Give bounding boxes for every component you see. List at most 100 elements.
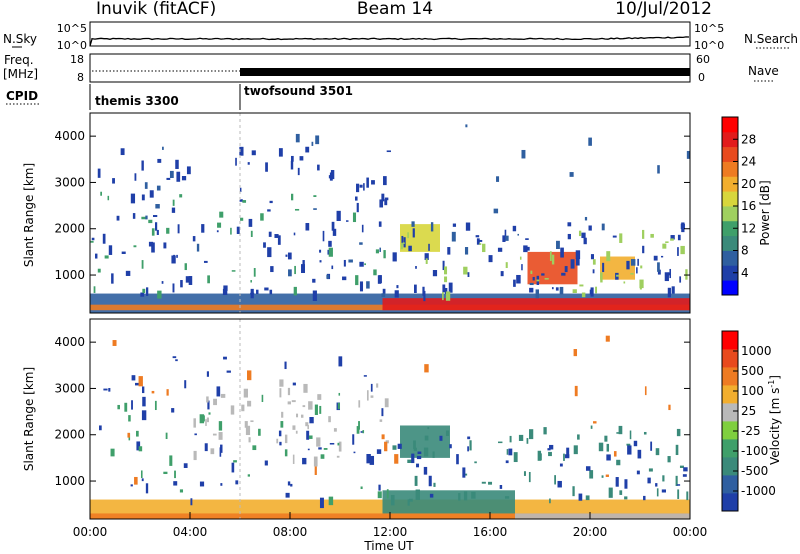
data-cell bbox=[258, 428, 261, 436]
data-cell bbox=[269, 200, 273, 204]
data-cell bbox=[348, 259, 353, 263]
data-cell bbox=[252, 445, 257, 451]
colorbar-tick-label: -25 bbox=[741, 424, 761, 438]
data-cell bbox=[386, 489, 389, 499]
data-cell bbox=[474, 461, 477, 464]
data-cell bbox=[251, 150, 256, 156]
data-cell bbox=[161, 281, 164, 284]
data-cell bbox=[557, 480, 562, 488]
data-cell bbox=[386, 150, 391, 153]
data-cell bbox=[337, 402, 340, 410]
data-cell bbox=[193, 450, 197, 461]
data-cell bbox=[416, 455, 422, 460]
data-cell bbox=[199, 481, 205, 487]
data-cell bbox=[593, 421, 597, 424]
data-cell bbox=[328, 416, 331, 423]
data-cell bbox=[355, 275, 359, 286]
data-cell bbox=[218, 432, 223, 440]
data-cell bbox=[612, 235, 617, 238]
data-cell bbox=[518, 434, 524, 441]
data-cell bbox=[585, 466, 591, 471]
data-cell bbox=[292, 454, 295, 464]
data-cell bbox=[525, 238, 529, 240]
data-cell bbox=[463, 473, 468, 476]
data-cell bbox=[407, 499, 410, 506]
data-cell bbox=[519, 256, 522, 260]
data-cell bbox=[145, 483, 149, 494]
noise-right-tick-bottom: 10^0 bbox=[694, 39, 724, 52]
data-cell bbox=[535, 289, 540, 299]
data-cell bbox=[479, 243, 482, 245]
colorbar-segment bbox=[722, 367, 738, 386]
data-cell bbox=[125, 270, 131, 276]
data-cell bbox=[662, 243, 667, 249]
data-cell bbox=[156, 229, 159, 235]
data-cell bbox=[312, 290, 317, 301]
data-cell bbox=[383, 176, 387, 186]
data-cell bbox=[276, 438, 279, 444]
colorbar-segment bbox=[722, 439, 738, 458]
data-cell bbox=[163, 242, 167, 249]
data-cell bbox=[606, 443, 610, 452]
data-cell bbox=[223, 285, 228, 291]
colorbar-segment bbox=[722, 117, 738, 133]
data-cell bbox=[203, 415, 205, 422]
data-cell bbox=[356, 426, 360, 434]
data-cell bbox=[290, 483, 293, 487]
colorbar-segment bbox=[722, 349, 738, 368]
data-cell bbox=[196, 243, 200, 252]
data-cell bbox=[584, 216, 588, 221]
data-cell bbox=[111, 273, 114, 284]
data-cell bbox=[338, 392, 341, 396]
data-cell bbox=[506, 449, 509, 455]
data-cell bbox=[643, 431, 647, 435]
data-cell bbox=[359, 242, 363, 245]
data-cell bbox=[517, 233, 519, 236]
data-cell bbox=[204, 443, 208, 452]
data-cell bbox=[619, 490, 623, 495]
data-cell bbox=[360, 431, 364, 433]
data-cell bbox=[630, 259, 636, 266]
colorbar-segment bbox=[722, 403, 738, 422]
data-cell bbox=[682, 474, 687, 477]
data-cell bbox=[305, 223, 310, 231]
data-cell bbox=[149, 190, 154, 198]
data-cell bbox=[432, 451, 435, 458]
data-cell bbox=[317, 394, 322, 400]
data-cell bbox=[601, 475, 604, 478]
data-cell bbox=[359, 281, 364, 292]
data-cell bbox=[401, 235, 404, 245]
data-cell bbox=[600, 272, 603, 283]
data-cell bbox=[293, 286, 297, 296]
data-cell bbox=[667, 287, 671, 298]
data-cell bbox=[332, 228, 337, 236]
velocity-ylabel: Slant Range [km] bbox=[22, 367, 36, 471]
power-yticks: 1000 2000 3000 4000 bbox=[54, 129, 690, 282]
data-cell bbox=[623, 281, 626, 284]
data-cell bbox=[493, 208, 499, 214]
data-cell bbox=[315, 135, 320, 145]
noise-left-label: N.Sky bbox=[3, 32, 37, 46]
data-cell bbox=[657, 262, 660, 272]
data-cell bbox=[423, 466, 428, 475]
data-cell bbox=[664, 272, 669, 282]
data-cell bbox=[381, 408, 384, 417]
data-cell bbox=[206, 371, 209, 377]
data-cell bbox=[172, 199, 175, 206]
data-cell bbox=[287, 481, 291, 486]
data-cell bbox=[563, 453, 565, 461]
data-cell bbox=[397, 443, 402, 449]
data-cell bbox=[331, 221, 335, 231]
data-cell bbox=[279, 379, 284, 387]
frequency-left-tick-top: 18 bbox=[70, 53, 84, 66]
data-cell bbox=[676, 484, 681, 486]
data-cell bbox=[575, 258, 580, 266]
colorbar-segment bbox=[722, 475, 738, 494]
data-cell bbox=[233, 460, 237, 463]
data-cell bbox=[544, 278, 549, 280]
data-cell bbox=[504, 229, 507, 240]
data-cell bbox=[346, 220, 349, 222]
cpid-segment-1: twofsound 3501 bbox=[244, 84, 353, 98]
data-cell bbox=[261, 394, 264, 403]
data-cell bbox=[104, 255, 109, 259]
